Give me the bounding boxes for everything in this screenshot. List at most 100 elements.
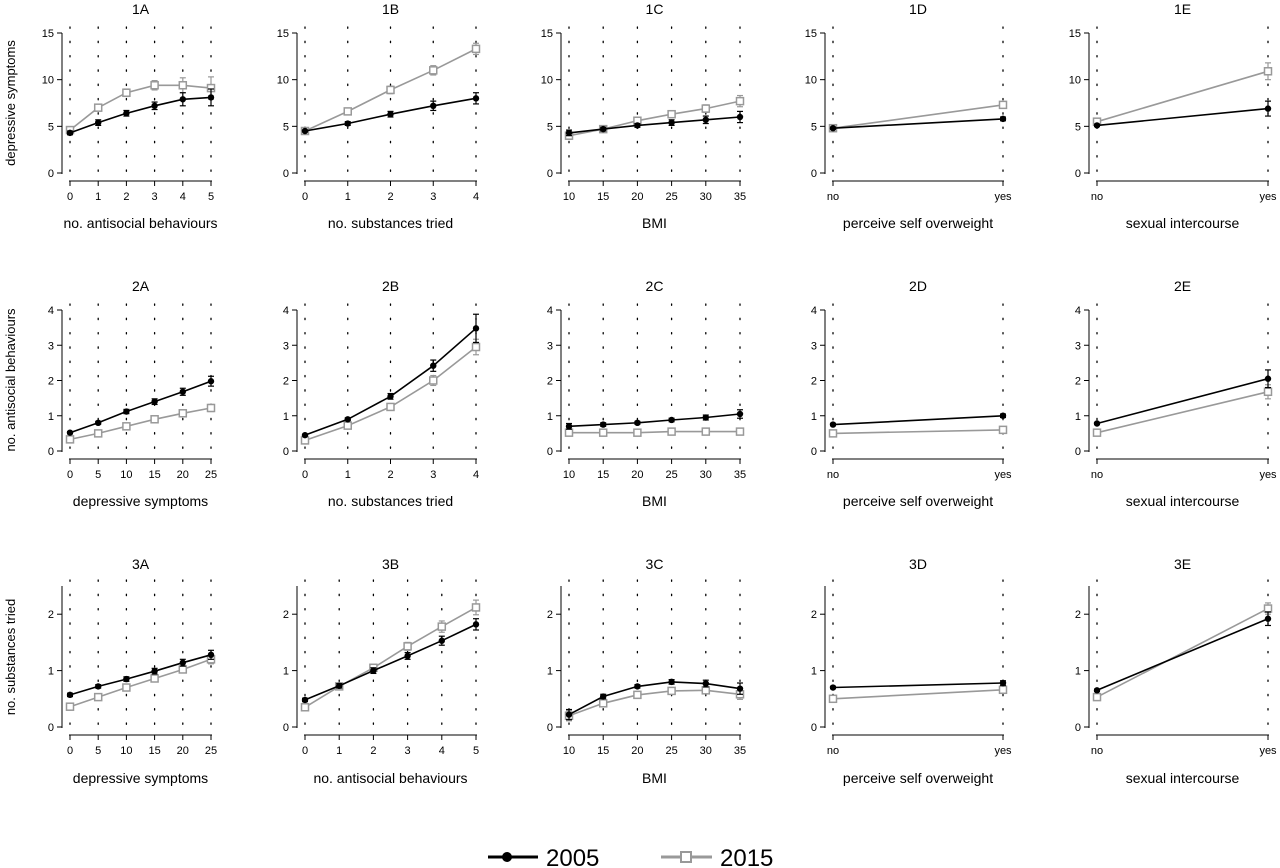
panel-2a-point-2005 — [66, 429, 74, 436]
panel-2b-y-tick-label: 3 — [283, 340, 289, 352]
panel-3d-x-tick-label: yes — [994, 745, 1012, 757]
panel-2d-point-2015 — [828, 429, 838, 438]
panel-3c-x-tick-label: 15 — [597, 745, 609, 757]
panel-1c-point-2015 — [735, 96, 745, 106]
panel-1c-x-tick-label: 20 — [631, 191, 643, 203]
panel-1d-point-2015 — [998, 100, 1008, 110]
panel-3a-point-2005 — [66, 691, 74, 699]
panel-3c-x-label: BMI — [642, 770, 667, 786]
panel-3b-x-tick-label: 4 — [439, 745, 445, 757]
panel-2a-series-2015-line — [69, 407, 212, 441]
panel-3c-point-2005 — [634, 683, 641, 690]
panel-1c-point-2015 — [701, 104, 711, 113]
panel-3b-x-tick-label: 3 — [405, 745, 411, 757]
panel-3c-point-2005 — [565, 711, 573, 718]
panel-2a-y-tick-label: 1 — [48, 411, 54, 423]
panel-3a-point-2005 — [207, 651, 215, 659]
panel-3c-y-tick-label: 2 — [547, 609, 553, 621]
panel-2a-x-tick-label: 20 — [177, 469, 189, 481]
panel-2e-y-tick-label: 3 — [1075, 340, 1081, 352]
panel-3b-point-2005 — [370, 667, 377, 674]
panel-2d-point-2005 — [999, 412, 1007, 419]
panel-2a-series-2005 — [66, 375, 215, 436]
panel-2d-x-tick-label: no — [827, 469, 839, 481]
panel-2a-x-tick-label: 5 — [95, 469, 101, 481]
panel-3e-series-2005 — [1093, 611, 1272, 694]
panel-1b-point-2005 — [301, 127, 309, 135]
panel-1a-series-2005-line — [69, 96, 212, 134]
panel-2d-series-2005 — [829, 412, 1007, 428]
panel-3a-x-label: depressive symptoms — [73, 770, 208, 786]
panel-1c-point-2015 — [667, 109, 676, 119]
panel-2c-point-2015 — [598, 428, 608, 437]
panel-3a-x-tick-label: 25 — [205, 745, 217, 757]
panel-1a-x-tick-label: 5 — [208, 191, 214, 203]
panel-3a-point-2015 — [178, 665, 188, 674]
panel-1c-x-tick-label: 10 — [563, 191, 575, 203]
panel-2e-point-2015 — [1263, 387, 1273, 397]
panel-3c-point-2015 — [598, 699, 608, 708]
panel-1e-y-tick-label: 15 — [1069, 28, 1081, 40]
panel-3b-x-tick-label: 2 — [370, 745, 376, 757]
panel-1a-y-tick-label: 15 — [42, 28, 54, 40]
panel-2c-x-tick-label: 20 — [631, 469, 643, 481]
panel-2b-x-tick-label: 1 — [345, 469, 351, 481]
panel-3a-point-2015 — [93, 692, 103, 702]
panel-2a-point-2005 — [207, 378, 215, 385]
panel-2b-point-2005 — [387, 393, 394, 400]
panel-3a-x-tick-label: 0 — [67, 745, 73, 757]
panel-2d-title: 2D — [909, 278, 927, 294]
panel-2a-point-2015 — [65, 435, 75, 444]
panel-2d-point-2015 — [998, 425, 1008, 435]
panel-1b-title: 1B — [382, 1, 399, 17]
panel-2c-x-tick-label: 25 — [665, 469, 677, 481]
panel-3a-series-2015-line — [69, 658, 212, 708]
panel-1c-y-tick-label: 15 — [541, 28, 553, 40]
panel-1b-point-2005 — [344, 120, 351, 127]
panel-2d: 0 1 2 3 4 no yes 2D perceive self overweight — [811, 278, 1012, 509]
panel-2d-series-2015-line — [832, 429, 1004, 435]
panel-3c-point-2015 — [701, 686, 711, 695]
panel-3b-point-2015 — [471, 603, 481, 612]
panel-1b-series-2005 — [301, 92, 480, 135]
panel-3c-y-tick-label: 1 — [547, 666, 553, 678]
panel-2a-x-tick-label: 10 — [120, 469, 132, 481]
panel-1e-x-tick-label: no — [1091, 191, 1103, 203]
panel-1d-point-2005 — [829, 125, 837, 132]
panel-1d-x-tick-label: yes — [994, 191, 1012, 203]
panel-1a: 0 5 10 15 0 1 2 3 4 5 1A no. antisocial behaviours d… — [3, 1, 218, 231]
panel-3a-point-2005 — [123, 675, 130, 683]
panel-2e-series-2015 — [1092, 384, 1273, 437]
panel-2e-series-2015-line — [1096, 391, 1269, 434]
panel-2b-grid — [304, 303, 477, 452]
panel-3d-y-tick-label: 2 — [811, 609, 817, 621]
panel-1a-y-tick-label: 0 — [48, 168, 54, 180]
panel-3a-point-2015 — [122, 683, 131, 692]
panel-1a-y-tick-label: 5 — [48, 121, 54, 133]
panel-1a-point-2005 — [95, 119, 102, 126]
legend-marker-2015 — [680, 851, 692, 863]
panel-3a-point-2015 — [150, 674, 159, 683]
panel-3e-x-label: sexual intercourse — [1126, 770, 1240, 786]
panel-2e-y-tick-label: 2 — [1075, 376, 1081, 388]
panel-2c-point-2005 — [668, 416, 675, 424]
panel-3e-x-tick-label: no — [1091, 745, 1103, 757]
panel-1e-x-label: sexual intercourse — [1126, 215, 1240, 231]
panel-3c-point-2005 — [668, 678, 675, 686]
panel-1c-x-tick-label: 30 — [700, 191, 712, 203]
panel-2e-y-tick-label: 0 — [1075, 446, 1081, 458]
panel-2c-point-2015 — [633, 428, 642, 437]
panel-3d-y-tick-label: 1 — [811, 666, 817, 678]
panel-1c-point-2005 — [634, 122, 641, 129]
panel-3a-point-2005 — [95, 683, 102, 690]
panel-3a-point-2015 — [65, 702, 75, 711]
panel-2e-point-2005 — [1264, 375, 1272, 382]
panel-1e-y-tick-label: 10 — [1069, 75, 1081, 87]
panel-3b-point-2005 — [336, 682, 343, 690]
panel-3a-x-tick-label: 20 — [177, 745, 189, 757]
panel-2c-point-2015 — [735, 427, 745, 436]
panel-1e: 0 5 10 15 no yes 1E sexual intercourse — [1069, 1, 1277, 231]
panel-1d-series-2005 — [829, 115, 1007, 132]
panel-2c-grid — [568, 303, 741, 452]
panel-2a-x-tick-label: 25 — [205, 469, 217, 481]
